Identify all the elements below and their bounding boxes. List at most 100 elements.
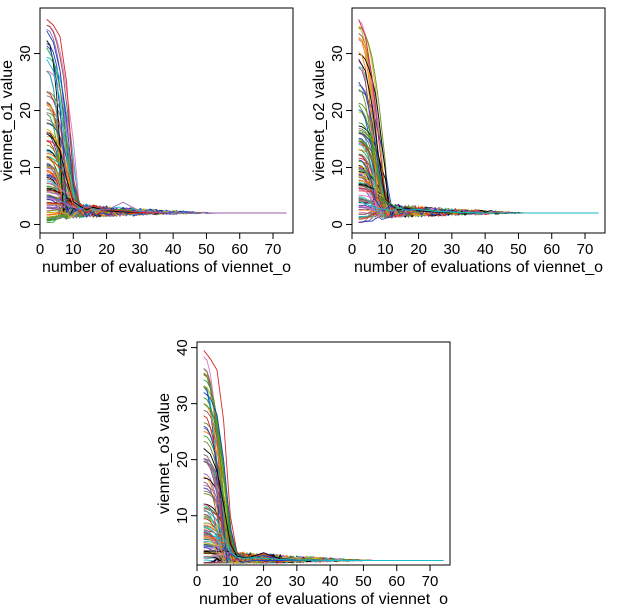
series-line: [358, 90, 599, 218]
x-tick-label: 20: [410, 241, 427, 258]
series-line: [46, 131, 287, 216]
x-tick-label: 30: [289, 573, 306, 590]
y-tick-label: 10: [17, 159, 34, 176]
x-tick-label: 50: [510, 241, 527, 258]
series-line: [46, 122, 287, 219]
x-axis-title: number of evaluations of viennet_o: [199, 591, 448, 604]
series-line: [203, 454, 444, 564]
series-line: [203, 448, 444, 561]
x-tick-label: 40: [477, 241, 494, 258]
x-tick-label: 10: [377, 241, 394, 258]
series-line: [46, 29, 287, 218]
series-line: [46, 108, 287, 218]
series-line: [203, 374, 444, 564]
series-line: [203, 372, 444, 564]
x-tick-label: 10: [65, 241, 82, 258]
series-line: [203, 386, 444, 564]
x-tick-label: 40: [165, 241, 182, 258]
x-tick-label: 70: [265, 241, 282, 258]
series-group: [46, 19, 287, 224]
series-line: [46, 70, 287, 218]
series-line: [46, 40, 287, 217]
series-line: [203, 435, 444, 564]
series-line: [203, 385, 444, 565]
series-line: [203, 460, 444, 564]
series-line: [358, 140, 599, 216]
series-line: [358, 102, 599, 217]
series-line: [358, 36, 599, 217]
y-axis-title: viennet_o2 value: [311, 60, 328, 181]
x-tick-label: 70: [422, 573, 439, 590]
series-group: [203, 350, 444, 565]
series-line: [46, 151, 287, 214]
series-line: [203, 461, 444, 564]
series-line: [358, 26, 599, 218]
series-line: [358, 26, 599, 218]
y-tick-label: 30: [174, 395, 191, 412]
series-line: [358, 27, 599, 219]
series-line: [46, 45, 287, 218]
x-axis-title: number of evaluations of viennet_o: [354, 259, 603, 276]
series-line: [46, 140, 287, 217]
series-line: [358, 66, 599, 219]
series-line: [46, 19, 287, 214]
series-line: [46, 43, 287, 215]
series-line: [358, 88, 599, 217]
series-line: [46, 128, 287, 218]
series-line: [46, 123, 287, 218]
series-line: [203, 350, 444, 561]
series-line: [203, 487, 444, 564]
plot-frame: [196, 341, 451, 566]
series-line: [203, 504, 444, 561]
series-line: [46, 59, 287, 214]
series-line: [203, 425, 444, 563]
series-line: [358, 138, 599, 217]
series-line: [203, 409, 444, 565]
x-axis-title: number of evaluations of viennet_o: [42, 259, 291, 276]
series-line: [358, 84, 599, 219]
series-line: [358, 61, 599, 217]
series-line: [46, 155, 287, 214]
series-line: [358, 111, 599, 219]
series-line: [46, 91, 287, 215]
series-line: [46, 119, 287, 219]
x-tick-label: 70: [577, 241, 594, 258]
series-line: [203, 415, 444, 564]
series-line: [358, 38, 599, 218]
series-line: [46, 95, 287, 219]
x-tick-label: 40: [322, 573, 339, 590]
series-line: [358, 137, 599, 216]
series-line: [203, 440, 444, 564]
series-line: [203, 458, 444, 564]
series-line: [358, 51, 599, 217]
series-line: [46, 70, 287, 216]
y-tick-label: 10: [174, 507, 191, 524]
series-line: [203, 374, 444, 564]
series-line: [203, 368, 444, 564]
x-tick-label: 30: [444, 241, 461, 258]
series-line: [203, 476, 444, 564]
series-line: [358, 140, 599, 217]
series-line: [203, 481, 444, 564]
y-tick-label: 10: [329, 159, 346, 176]
series-line: [46, 47, 287, 214]
y-tick-label: 20: [329, 102, 346, 119]
x-tick-label: 60: [231, 241, 248, 258]
series-line: [46, 108, 287, 218]
y-tick-label: 30: [329, 45, 346, 62]
series-line: [203, 356, 444, 564]
x-tick-label: 30: [132, 241, 149, 258]
series-line: [203, 372, 444, 565]
x-tick-label: 60: [543, 241, 560, 258]
series-line: [358, 133, 599, 218]
series-line: [358, 104, 599, 214]
y-axis-title: viennet_o1 value: [0, 60, 16, 181]
series-line: [358, 53, 599, 218]
series-line: [358, 127, 599, 217]
x-tick-label: 50: [198, 241, 215, 258]
series-line: [46, 132, 287, 214]
series-line: [358, 122, 599, 218]
series-line: [46, 104, 287, 217]
